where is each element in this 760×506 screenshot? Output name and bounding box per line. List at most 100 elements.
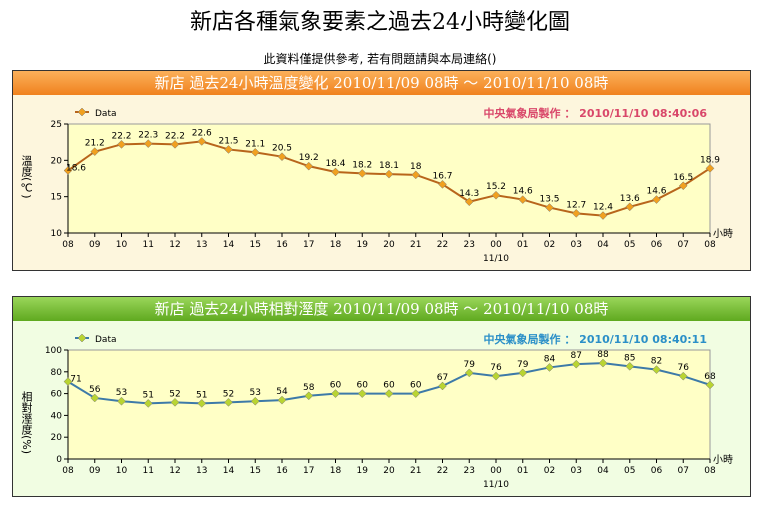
- data-point: [331, 389, 340, 398]
- x-tick-label: 01: [517, 240, 528, 250]
- x-tick-label: 00: [490, 466, 502, 476]
- data-point: [357, 389, 367, 398]
- data-label: 52: [223, 389, 234, 399]
- data-point: [224, 397, 233, 407]
- y-tick-label: 20: [51, 156, 63, 166]
- y-tick-label: 20: [51, 433, 63, 443]
- y-tick-label: 10: [51, 229, 63, 239]
- data-point: [143, 399, 153, 408]
- data-label: 67: [437, 373, 448, 383]
- data-point: [625, 361, 635, 371]
- data-point: [678, 371, 688, 381]
- data-point: [464, 197, 474, 207]
- x-tick-label: 12: [169, 466, 180, 476]
- data-label: 60: [357, 381, 369, 391]
- x-tick-label: 23: [464, 466, 475, 476]
- page-title: 新店各種氣象要素之過去24小時變化圖: [190, 10, 570, 35]
- data-point: [545, 203, 554, 212]
- y-tick-label: 100: [45, 346, 62, 356]
- x-tick-label: 07: [678, 240, 689, 250]
- x-tick-label: 07: [678, 466, 689, 476]
- legend-label: Data: [95, 335, 117, 345]
- x-tick-label: 08: [62, 240, 74, 250]
- data-label: 14.3: [459, 189, 479, 199]
- data-point: [652, 195, 661, 204]
- x-tick-label: 12: [169, 240, 180, 250]
- data-label: 84: [544, 354, 556, 364]
- data-label: 18.1: [379, 161, 399, 171]
- humidity-chart-title: 新店 過去24小時相對溼度 2010/11/09 08時 ～ 2010/11/1…: [13, 297, 750, 321]
- data-label: 85: [624, 353, 635, 363]
- data-point: [277, 395, 287, 405]
- data-point: [518, 195, 528, 204]
- data-label: 76: [678, 363, 690, 373]
- data-label: 19.2: [299, 153, 319, 163]
- x-tick-label: 09: [89, 466, 101, 476]
- data-point: [705, 163, 715, 173]
- temperature-chart-title: 新店 過去24小時溫度變化 2010/11/09 08時 ～ 2010/11/1…: [13, 71, 750, 95]
- data-label: 87: [571, 351, 582, 361]
- data-point: [571, 209, 581, 218]
- data-point: [625, 202, 635, 212]
- x-tick-label: 15: [250, 466, 261, 476]
- data-label: 21.2: [85, 139, 105, 149]
- y-tick-label: 40: [51, 411, 63, 421]
- date-label: 11/10: [483, 254, 509, 264]
- data-point: [411, 170, 421, 180]
- data-point: [705, 380, 715, 390]
- x-tick-label: 04: [597, 466, 609, 476]
- x-tick-label: 14: [223, 466, 235, 476]
- x-tick-label: 22: [437, 240, 448, 250]
- y-tick-label: 60: [51, 390, 63, 400]
- data-label: 51: [196, 390, 207, 400]
- x-tick-label: 10: [116, 240, 128, 250]
- x-unit-label: 小時: [713, 228, 733, 240]
- data-point: [545, 363, 554, 372]
- data-point: [491, 371, 501, 381]
- data-label: 16.7: [432, 171, 452, 181]
- data-point: [438, 381, 447, 391]
- data-label: 21.5: [218, 136, 238, 146]
- x-tick-label: 18: [330, 466, 342, 476]
- data-label: 18.6: [66, 164, 86, 174]
- x-tick-label: 02: [544, 240, 555, 250]
- data-label: 14.6: [646, 187, 666, 197]
- data-point: [197, 137, 207, 146]
- data-label: 53: [116, 388, 127, 398]
- data-point: [224, 145, 233, 154]
- x-tick-label: 19: [357, 240, 369, 250]
- data-label: 14.6: [513, 187, 533, 197]
- data-point: [63, 166, 73, 175]
- y-axis-label: 相對溼度(%): [20, 391, 33, 455]
- x-tick-label: 04: [597, 240, 609, 250]
- chart-credit: 中央氣象局製作 ： 2010/11/10 08:40:06: [484, 106, 708, 120]
- x-tick-label: 20: [383, 466, 395, 476]
- data-point: [571, 359, 581, 369]
- data-label: 21.1: [245, 139, 265, 149]
- data-label: 79: [517, 360, 529, 370]
- x-tick-label: 01: [517, 466, 528, 476]
- data-point: [331, 167, 340, 177]
- data-point: [384, 169, 394, 179]
- data-label: 71: [70, 375, 81, 385]
- x-tick-label: 05: [624, 240, 635, 250]
- data-label: 18.4: [325, 159, 345, 169]
- x-tick-label: 08: [704, 240, 716, 250]
- x-tick-label: 09: [89, 240, 101, 250]
- data-point: [518, 368, 528, 378]
- x-tick-label: 17: [303, 240, 314, 250]
- temperature-panel: 新店 過去24小時溫度變化 2010/11/09 08時 ～ 2010/11/1…: [12, 70, 751, 271]
- x-tick-label: 19: [357, 466, 369, 476]
- legend-marker-icon: [77, 333, 87, 343]
- data-point: [117, 139, 126, 149]
- data-label: 22.2: [165, 131, 185, 141]
- y-tick-label: 0: [56, 455, 62, 465]
- data-point: [277, 152, 287, 162]
- x-tick-label: 13: [196, 466, 207, 476]
- y-axis-label: 溫度(℃): [20, 155, 33, 199]
- data-label: 88: [597, 350, 609, 360]
- chart-credit: 中央氣象局製作 ： 2010/11/10 08:40:11: [484, 332, 707, 346]
- data-point: [197, 399, 207, 408]
- x-tick-label: 22: [437, 466, 448, 476]
- data-label: 82: [651, 357, 662, 367]
